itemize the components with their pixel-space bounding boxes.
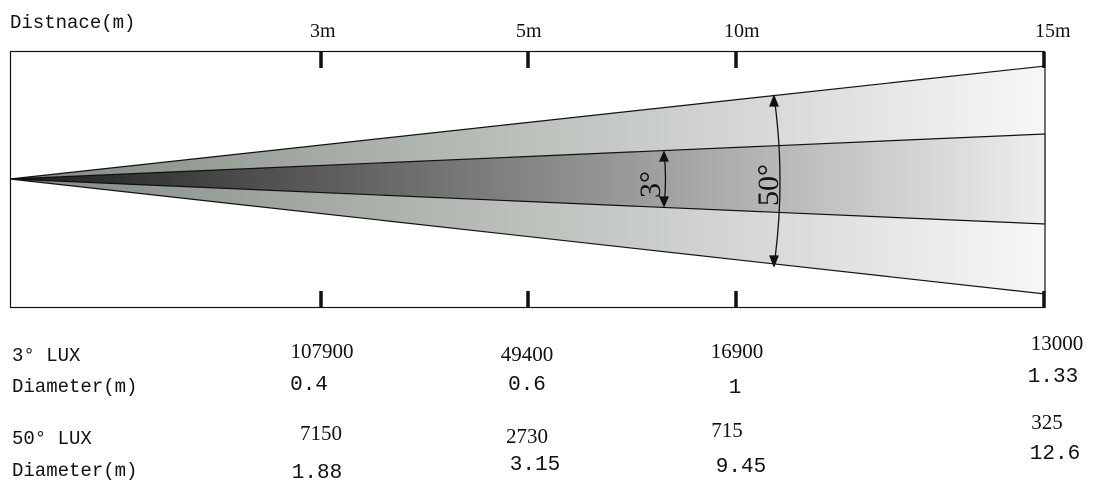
distance-label-5m: 5m: [516, 20, 542, 42]
wide-lux-10m: 715: [711, 418, 743, 442]
wide-diameter-5m: 3.15: [509, 454, 561, 477]
wide-diameter-3m: 1.88: [291, 462, 343, 485]
wide-lux-15m: 325: [1031, 410, 1063, 434]
row-label-wide-lux: 50° LUX: [12, 428, 92, 450]
narrow-diameter-15m: 1.33: [1027, 366, 1079, 389]
wide-angle-label: 50°: [752, 164, 785, 206]
narrow-diameter-10m: 1: [728, 377, 742, 400]
narrow-lux-10m: 16900: [710, 339, 764, 363]
row-label-narrow-lux: 3° LUX: [12, 345, 81, 367]
narrow-diameter-3m: 0.4: [290, 374, 328, 397]
narrow-angle-label: 3°: [634, 171, 667, 198]
distance-header: Distnace(m): [10, 12, 136, 34]
narrow-angle-arc: [658, 150, 670, 208]
narrow-lux-15m: 13000: [1030, 331, 1084, 355]
bottom-distance-ticks: [319, 291, 1046, 308]
distance-label-3m: 3m: [310, 20, 336, 42]
narrow-diameter-5m: 0.6: [508, 374, 546, 397]
wide-diameter-10m: 9.45: [715, 456, 767, 479]
top-distance-ticks: [319, 52, 1046, 68]
wide-lux-3m: 7150: [300, 421, 342, 445]
row-label-wide-diameter: Diameter(m): [12, 460, 138, 482]
narrow-beam-cone: [9, 133, 1046, 225]
narrow-lux-3m: 107900: [290, 339, 354, 363]
narrow-lux-5m: 49400: [500, 342, 554, 366]
distance-label-15m: 15m: [1035, 20, 1071, 42]
row-label-narrow-diameter: Diameter(m): [12, 376, 138, 398]
wide-diameter-15m: 12.6: [1029, 443, 1081, 466]
distance-label-10m: 10m: [724, 20, 760, 42]
wide-angle-arc: [769, 94, 781, 268]
wide-lux-5m: 2730: [506, 424, 548, 448]
